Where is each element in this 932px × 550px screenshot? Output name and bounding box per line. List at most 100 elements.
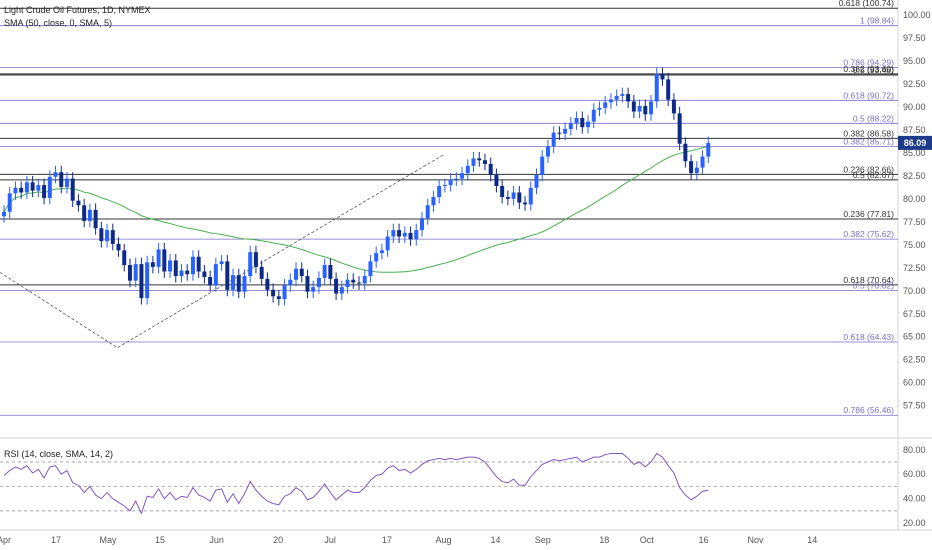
- time-tick-label: 16: [698, 535, 708, 545]
- fib-label: 0.618 (70.64): [843, 275, 894, 285]
- candle: [219, 261, 224, 265]
- candle: [357, 282, 361, 284]
- candles: [2, 67, 711, 306]
- fib-label: 0.786 (56.46): [843, 405, 894, 415]
- fib-label: 0.5 (82.07): [853, 170, 894, 180]
- time-tick-label: Apr: [0, 535, 11, 545]
- rsi-line: [3, 452, 709, 515]
- candle: [597, 107, 602, 110]
- price-tick-label: 70.00: [903, 286, 926, 296]
- candle: [213, 264, 218, 286]
- time-tick-label: 20: [273, 535, 283, 545]
- candle: [253, 252, 258, 267]
- price-tick-label: 65.00: [903, 332, 926, 342]
- candle: [59, 172, 64, 187]
- candle: [47, 176, 52, 198]
- candle: [271, 289, 276, 297]
- candle: [162, 249, 167, 272]
- fib-label: 0.5 (93.48): [853, 65, 894, 75]
- candle: [442, 185, 447, 187]
- candle: [93, 209, 98, 229]
- candle: [168, 260, 173, 272]
- candle: [334, 278, 339, 294]
- candle: [82, 205, 87, 221]
- time-tick-label: 17: [51, 535, 61, 545]
- candle: [637, 106, 642, 112]
- rsi-legend: RSI (14, close, SMA, 14, 2): [4, 449, 113, 459]
- candle: [374, 253, 379, 262]
- candle: [288, 279, 293, 286]
- time-tick-label: 14: [807, 535, 817, 545]
- rsi-tick-label: 60.00: [903, 469, 926, 479]
- candle: [379, 250, 384, 254]
- candle: [105, 230, 110, 242]
- candle: [643, 106, 648, 115]
- candle: [614, 95, 619, 100]
- current-price-badge: [898, 135, 932, 150]
- fib-levels: 0.618 (100.74)1 (98.84)0.786 (94.29)0.38…: [0, 0, 898, 416]
- candle: [196, 256, 201, 272]
- time-axis: Apr 17 May 15 Jun 20 Jul 17 Aug 14 Sep 18 Oct 16 Nov 14: [0, 535, 817, 545]
- candle: [345, 279, 350, 288]
- candle: [683, 143, 688, 162]
- fib-label: 0.382 (86.58): [843, 128, 894, 138]
- candle: [185, 270, 190, 275]
- candle: [488, 163, 493, 175]
- candle: [208, 276, 213, 286]
- candle: [236, 275, 241, 292]
- candle: [437, 185, 442, 198]
- candle: [517, 192, 522, 203]
- candle: [654, 73, 659, 102]
- candle: [53, 172, 58, 177]
- candle: [477, 158, 482, 161]
- price-tick-label: 90.00: [903, 102, 926, 112]
- candle: [36, 185, 41, 191]
- candle: [460, 173, 465, 179]
- price-tick-label: 57.50: [903, 401, 926, 411]
- candle: [511, 192, 516, 199]
- fib-label: 1 (98.84): [860, 16, 894, 26]
- candle: [139, 264, 144, 299]
- candle: [505, 197, 510, 199]
- candle: [448, 179, 453, 186]
- candle: [7, 193, 12, 212]
- time-tick-label: May: [99, 535, 117, 545]
- candle: [127, 265, 132, 281]
- candle: [24, 182, 29, 193]
- fib-label: 0.5 (88.22): [853, 113, 894, 123]
- trend-lines: [0, 154, 444, 349]
- fib-label: 0.382 (75.62): [843, 229, 894, 239]
- candle: [534, 174, 539, 188]
- time-tick-label: Aug: [436, 535, 452, 545]
- candle: [294, 268, 299, 280]
- candle: [419, 218, 424, 231]
- price-tick-label: 85.00: [903, 148, 926, 158]
- candle: [540, 156, 545, 175]
- candle: [649, 101, 654, 115]
- time-tick-label: 15: [155, 535, 165, 545]
- candle: [677, 113, 682, 144]
- candle: [408, 232, 413, 240]
- sma-legend: SMA (50, close, 0, SMA, 5): [4, 18, 112, 28]
- fib-label: 0.236 (77.81): [843, 209, 894, 219]
- price-tick-label: 95.00: [903, 56, 926, 66]
- price-tick-label: 62.50: [903, 355, 926, 365]
- candle: [133, 264, 138, 281]
- candle: [311, 287, 316, 292]
- candle: [202, 271, 207, 277]
- price-tick-label: 92.50: [903, 79, 926, 89]
- price-tick-label: 82.50: [903, 171, 926, 181]
- candle: [179, 270, 184, 277]
- candle: [694, 167, 699, 174]
- candle: [265, 278, 270, 290]
- time-tick-label: 14: [491, 535, 501, 545]
- candle: [586, 121, 591, 128]
- price-tick-label: 75.00: [903, 240, 926, 250]
- candle: [465, 165, 470, 174]
- candle: [87, 209, 92, 221]
- candle: [2, 211, 6, 217]
- sma-line: [3, 145, 709, 273]
- candle: [626, 94, 631, 102]
- candle: [500, 185, 505, 198]
- time-tick-label: Nov: [747, 535, 764, 545]
